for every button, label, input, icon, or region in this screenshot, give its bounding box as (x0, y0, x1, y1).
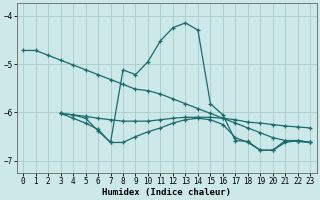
X-axis label: Humidex (Indice chaleur): Humidex (Indice chaleur) (102, 188, 231, 197)
